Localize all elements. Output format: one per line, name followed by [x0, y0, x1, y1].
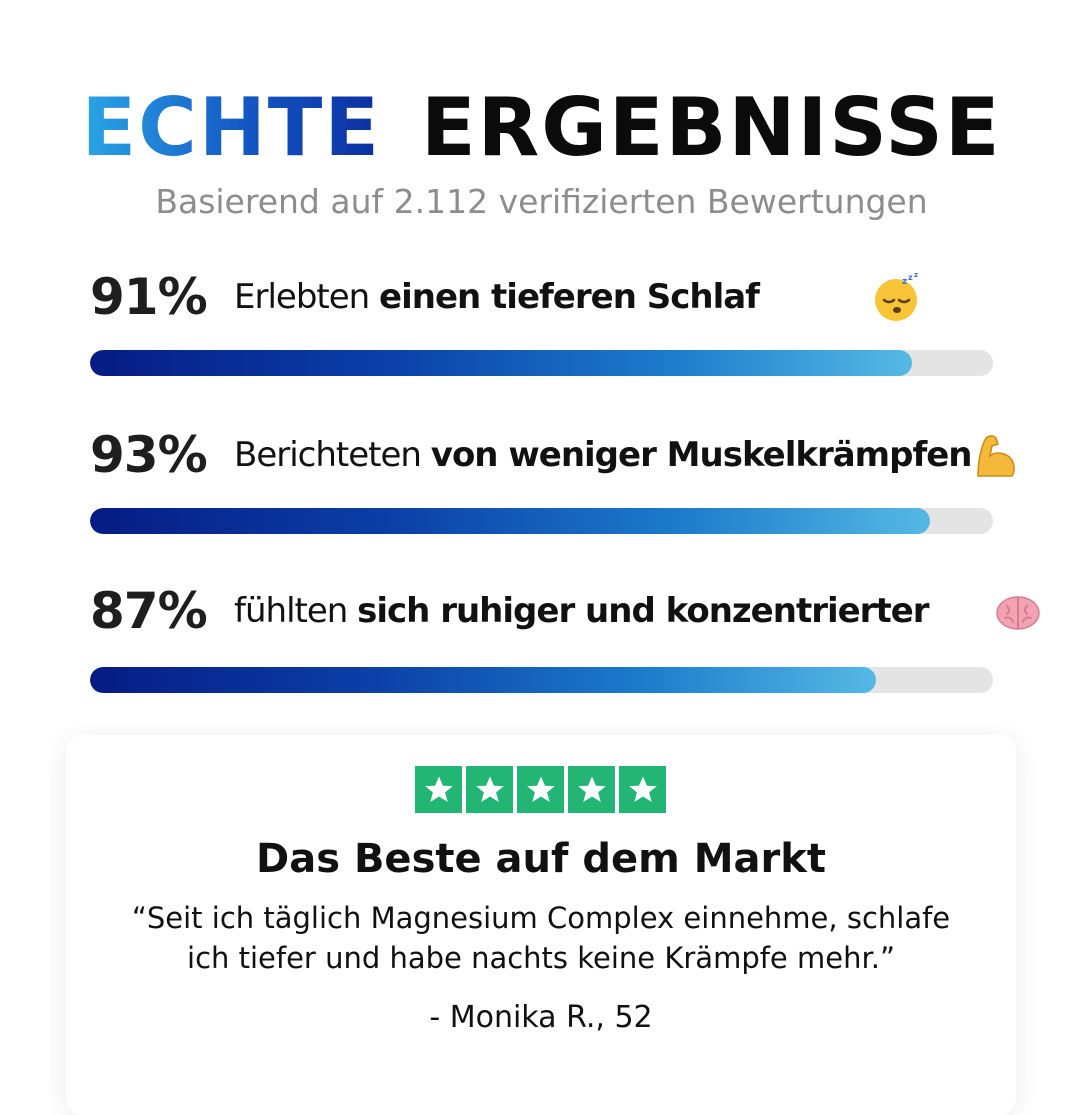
stat-label-bold: einen tieferen Schlaf [379, 277, 760, 317]
star-rating [415, 766, 667, 813]
progress-fill [90, 350, 912, 376]
subtitle: Basierend auf 2.112 verifizierten Bewert… [155, 182, 928, 221]
svg-text:z: z [908, 273, 913, 282]
stat-label-bold: von weniger Muskelkrämpfen [430, 435, 973, 475]
progress-bar-cramps [90, 508, 993, 534]
stat-row-cramps: 93% Berichteten von weniger Muskelkrämpf… [90, 420, 1050, 490]
sleeping-face-icon: z z z [875, 272, 918, 321]
stat-row-sleep: 91% Erlebten einen tieferen Schlaf z z z [90, 262, 1050, 332]
stat-label-bold: sich ruhiger und konzentrierter [357, 591, 929, 631]
stat-label: Berichteten von weniger Muskelkrämpfen [234, 420, 973, 490]
star-icon [517, 766, 564, 813]
headline-main: ERGEBNISSE [420, 81, 1002, 174]
review-author: - Monika R., 52 [429, 1000, 653, 1035]
stat-label-regular: Berichteten [234, 435, 422, 475]
review-quote-line: “Seit ich täglich Magnesium Complex einn… [131, 901, 951, 935]
stat-label: Erlebten einen tieferen Schlaf [234, 262, 760, 332]
page-title: ECHTE ERGEBNISSE [0, 78, 1083, 178]
stat-percent: 93% [90, 426, 208, 484]
star-icon [568, 766, 615, 813]
stat-label: fühlten sich ruhiger und konzentrierter [234, 576, 930, 646]
progress-fill [90, 508, 930, 534]
progress-fill [90, 667, 876, 693]
stat-row-focus: 87% fühlten sich ruhiger und konzentrier… [90, 576, 1050, 646]
brain-icon [996, 596, 1040, 630]
progress-bar-focus [90, 667, 993, 693]
stat-percent: 91% [90, 268, 208, 326]
svg-text:z: z [914, 272, 918, 279]
review-card: Das Beste auf dem Markt “Seit ich täglic… [66, 735, 1016, 1115]
headline-accent: ECHTE [81, 81, 381, 174]
star-icon [619, 766, 666, 813]
star-icon [415, 766, 462, 813]
review-title: Das Beste auf dem Markt [256, 836, 826, 882]
flexed-biceps-icon [977, 435, 1015, 477]
review-quote: “Seit ich täglich Magnesium Complex einn… [66, 898, 1016, 978]
review-quote-line: ich tiefer und habe nachts keine Krämpfe… [187, 941, 895, 975]
star-icon [466, 766, 513, 813]
svg-text:z: z [902, 277, 907, 287]
progress-bar-sleep [90, 350, 993, 376]
stat-label-regular: fühlten [234, 591, 348, 631]
stat-label-regular: Erlebten [234, 277, 370, 317]
stat-percent: 87% [90, 582, 208, 640]
